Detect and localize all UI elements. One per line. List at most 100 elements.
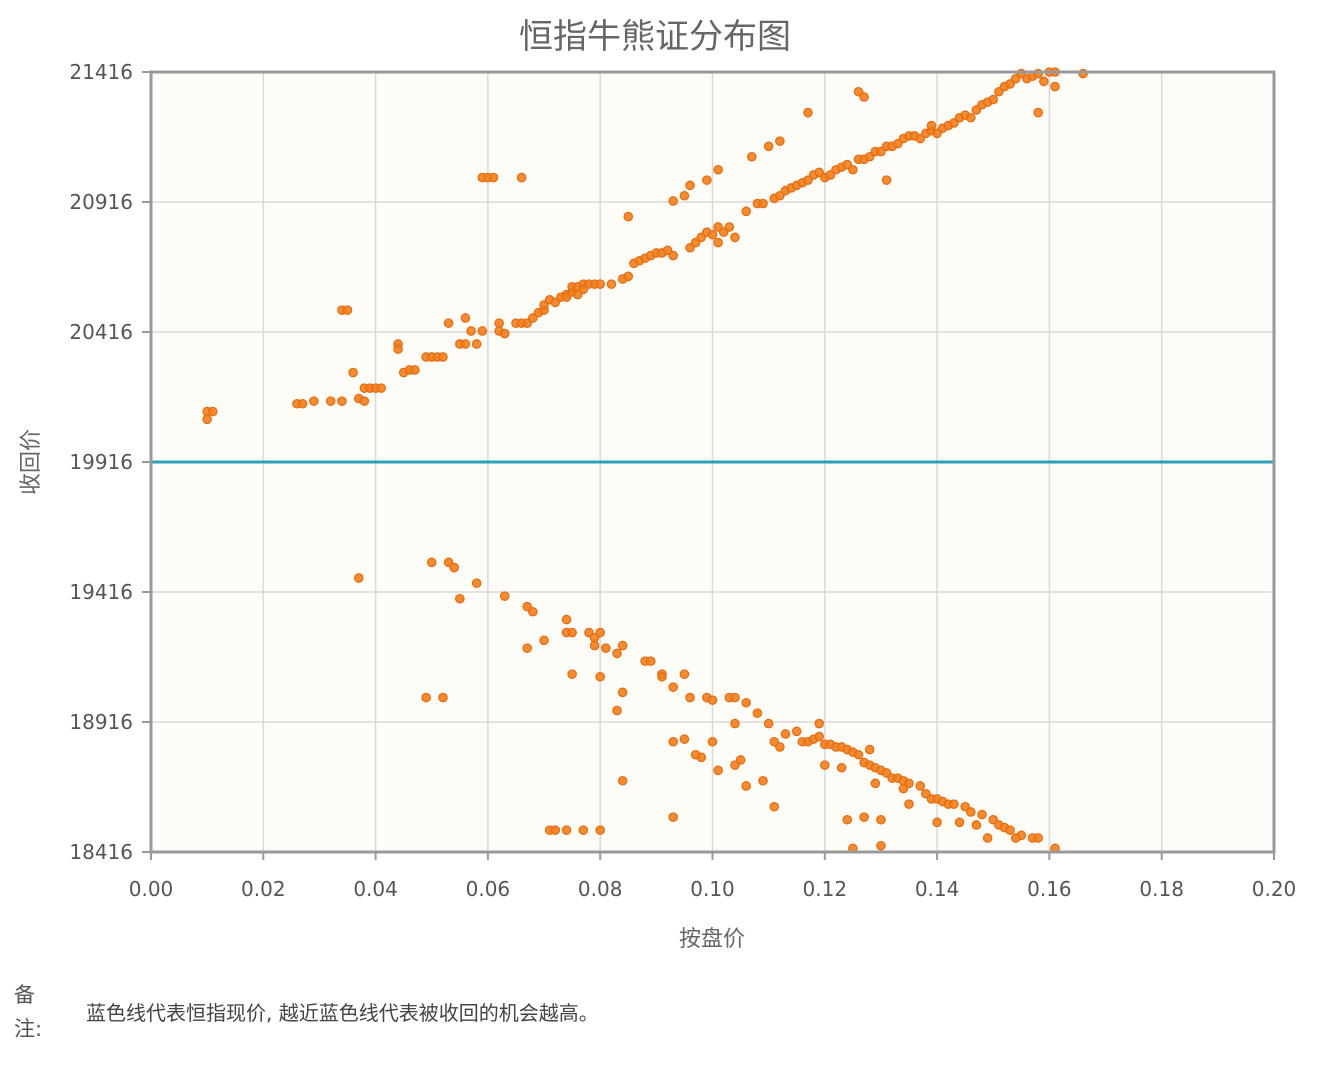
data-point [803,107,813,118]
y-tick-label: 18916 [69,710,133,734]
data-point [668,736,678,747]
data-point [1010,833,1021,843]
data-point [421,692,431,703]
data-point [297,398,308,409]
x-tick-label: 0.10 [690,877,735,901]
plot-frame [149,70,1276,854]
data-point [471,339,482,349]
data-point [348,367,358,378]
data-point [870,778,881,789]
data-point [713,765,723,776]
data-point [775,742,785,752]
data-point [561,825,572,835]
y-tick-label: 19916 [69,450,133,474]
data-point [814,718,824,729]
data-point [657,671,667,682]
data-point [702,175,712,185]
data-point [982,833,993,843]
data-point [949,799,959,809]
data-point [443,318,454,328]
data-point [730,718,740,729]
y-tick-label: 20916 [69,190,133,214]
data-point [606,279,617,289]
data-point [859,812,869,822]
data-point [814,731,824,742]
data-point [612,648,622,659]
data-point [730,232,740,243]
data-point [595,627,605,638]
data-point [707,229,718,240]
data-point [898,783,909,794]
data-point [595,671,605,682]
data-point [758,775,768,786]
data-point [679,669,690,679]
data-point [578,825,589,835]
data-point [359,396,370,406]
data-point [836,762,847,773]
data-point [965,807,976,817]
data-point [730,692,740,703]
data-point [915,781,926,791]
data-point [780,729,791,739]
x-tick-label: 0.02 [241,877,286,901]
chart-title: 恒指牛熊证分布图 [519,17,791,57]
data-point [471,578,482,588]
data-point [1050,81,1060,92]
data-point [842,814,853,825]
data-point [713,164,723,175]
data-point [668,250,678,261]
data-point [460,313,471,323]
data-point [668,682,678,692]
data-point [977,809,987,820]
data-point [876,814,886,825]
data-point [864,744,875,755]
data-point [567,627,577,638]
data-point [488,172,499,183]
data-point [724,222,735,232]
data-point [971,820,982,830]
note-label: 备注: [14,983,43,1041]
data-point [668,812,678,822]
data-point [954,817,965,828]
data-point [460,339,471,349]
x-axis-ticks: 0.00 0.02 0.04 0.06 0.08 0.10 0.12 0.14 0.16 0.18… [129,852,1296,901]
data-point [623,271,634,282]
data-point [617,640,628,651]
data-point [595,825,605,835]
data-point [1033,107,1043,118]
data-point [617,687,628,698]
data-point [685,180,695,191]
data-point [932,817,942,828]
data-point [713,237,723,248]
data-point [752,708,763,718]
x-tick-label: 0.04 [353,877,398,901]
y-tick-label: 18416 [69,840,133,864]
data-point [438,692,448,703]
data-point [848,164,858,175]
data-point [567,669,577,679]
note-text: 蓝色线代表恒指现价, 越近蓝色线代表被收回的机会越高。 [86,1001,599,1025]
data-point [455,593,465,604]
data-point [528,606,538,617]
x-axis-label: 按盘价 [679,927,745,952]
x-tick-label: 0.06 [466,877,511,901]
data-point [758,198,768,209]
y-tick-label: 19416 [69,580,133,604]
data-point [679,734,690,744]
data-point [1033,833,1043,843]
x-tick-label: 0.00 [129,877,174,901]
data-point [747,151,757,162]
data-point [645,656,656,666]
data-point [393,344,403,354]
data-point [741,206,751,217]
data-point [965,112,976,123]
data-point [707,695,718,705]
y-axis-label: 收回价 [19,429,44,495]
y-tick-label: 20416 [69,320,133,344]
data-point [499,591,510,601]
data-point [1005,825,1015,835]
data-point [819,760,830,770]
data-point [612,705,622,716]
scatter-chart: 恒指牛熊证分布图 21416 20916 20416 19916 19416 18916 1… [19,17,1296,952]
data-point [325,396,336,406]
